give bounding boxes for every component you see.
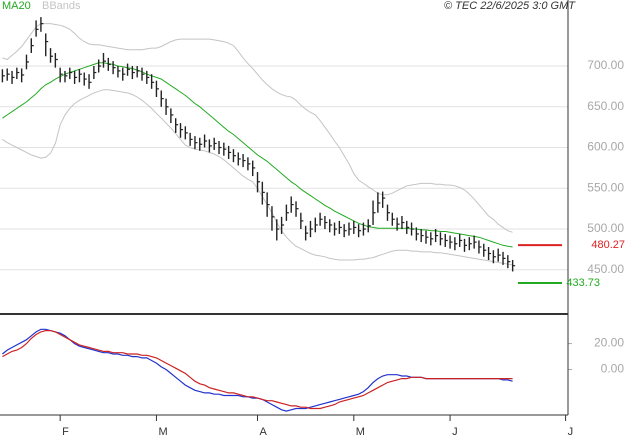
y-tick-label: 450.00 [587, 262, 624, 276]
level-label: 480.27 [591, 239, 625, 251]
level-label: 433.73 [566, 277, 600, 289]
y-tick-label: 700.00 [587, 58, 624, 72]
y-tick-label: 550.00 [587, 180, 624, 194]
macd-tick-label: 0.00 [601, 362, 625, 376]
band-upper [2, 23, 513, 233]
macd-tick-label: 20.00 [594, 336, 624, 350]
x-tick-label: J [452, 426, 458, 438]
x-tick-label: M [356, 426, 365, 438]
y-tick-label: 650.00 [587, 99, 624, 113]
ma-line [2, 62, 513, 248]
x-tick-label: A [260, 426, 268, 438]
y-tick-label: 500.00 [587, 221, 624, 235]
credit: © TEC 22/6/2025 3:0 GMT [444, 0, 576, 12]
y-tick-label: 600.00 [587, 140, 624, 154]
macd-line [2, 330, 513, 410]
x-tick-label: M [158, 426, 167, 438]
x-tick-label: J [568, 426, 574, 438]
x-tick-label: F [62, 426, 69, 438]
legend-bands: BBands [42, 0, 81, 12]
legend-ma: MA20 [2, 0, 31, 12]
